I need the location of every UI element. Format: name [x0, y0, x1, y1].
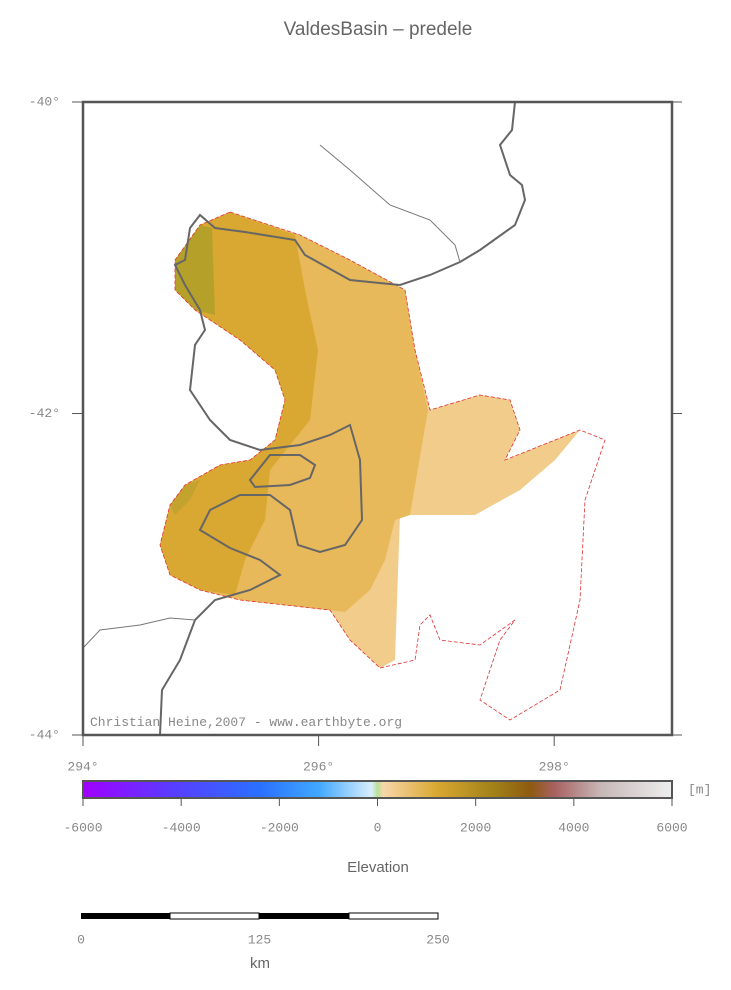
title: ValdesBasin – predele [284, 19, 473, 40]
lat-label: -42° [29, 406, 60, 421]
scale-seg [348, 912, 439, 920]
scale-seg [169, 912, 260, 920]
river [83, 144, 461, 649]
lat-label: -40° [29, 94, 60, 109]
lon-label: 296° [303, 759, 334, 774]
credit: Christian Heine,2007 - www.earthbyte.org [90, 715, 402, 730]
colorbar-label: Elevation [347, 859, 409, 876]
basin-dark-south [170, 480, 200, 515]
scalebar-tick-label: 125 [248, 932, 271, 947]
colorbar-tick-label: -6000 [63, 820, 102, 835]
colorbar-tick-label: 6000 [656, 820, 687, 835]
scale-seg [259, 913, 349, 919]
colorbar-tick-label: 4000 [558, 820, 589, 835]
coastline [159, 102, 527, 735]
lon-label: 298° [539, 759, 570, 774]
map-area: Christian Heine,2007 - www.earthbyte.org [83, 102, 606, 735]
basin-dark [175, 225, 215, 315]
scalebar-tick-label: 250 [426, 932, 449, 947]
peninsula [248, 454, 317, 489]
scalebar-unit: km [250, 955, 270, 972]
colorbar-unit: [m] [688, 782, 711, 797]
colorbar-tick-label: -2000 [260, 820, 299, 835]
scale-seg [81, 913, 170, 919]
map-frame [81, 100, 674, 737]
colorbar-tick-label: 0 [374, 820, 382, 835]
lon-label: 294° [67, 759, 98, 774]
colorbar-tick-label: 2000 [460, 820, 491, 835]
colorbar [82, 780, 673, 799]
colorbar-tick-label: -4000 [162, 820, 201, 835]
basin-outline [159, 211, 606, 721]
scalebar-tick-label: 0 [77, 932, 85, 947]
lat-label: -44° [29, 727, 60, 742]
